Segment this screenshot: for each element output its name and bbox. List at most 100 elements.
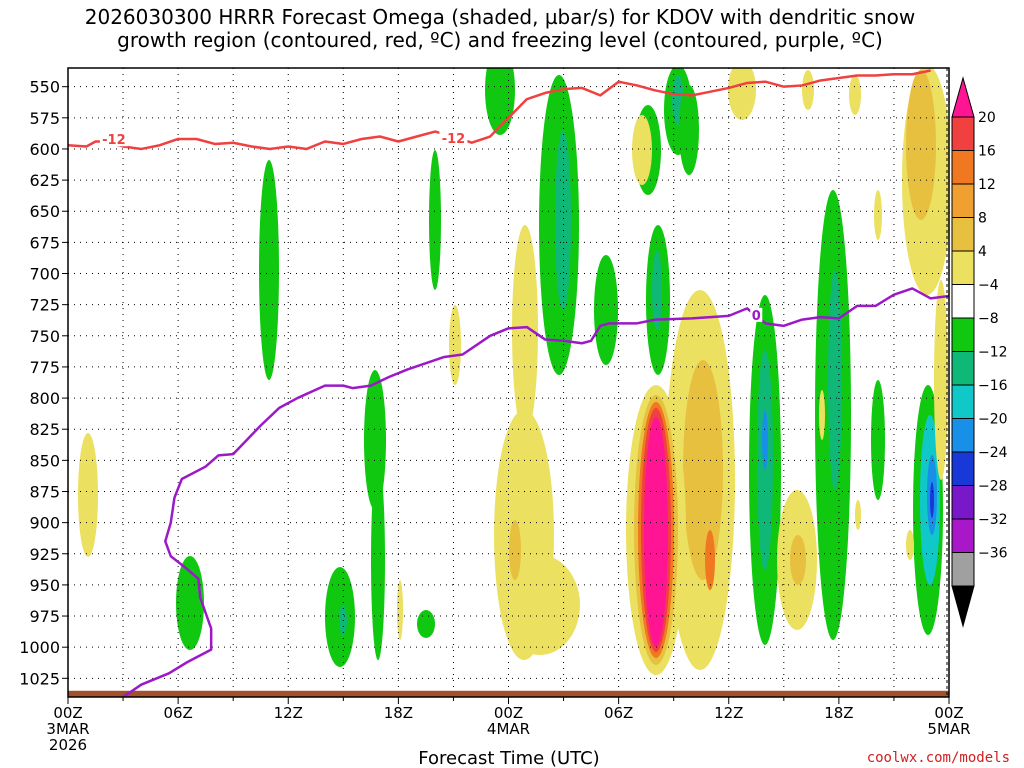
colorbar-label: −20 <box>978 412 1008 428</box>
omega-region <box>417 610 435 638</box>
omega-region <box>500 555 580 655</box>
omega-region <box>728 68 756 120</box>
colorbar <box>951 76 975 628</box>
x-tick-label: 5MAR <box>927 720 970 738</box>
omega-region <box>934 280 948 480</box>
x-tick-label: 00Z <box>934 704 963 722</box>
y-tick-label: 675 <box>29 233 60 252</box>
omega-region <box>449 305 461 385</box>
colorbar-label: 12 <box>978 177 996 193</box>
dendritic-contour-label: -12 <box>442 132 466 147</box>
omega-region <box>632 115 652 185</box>
y-tick-label: 950 <box>29 576 60 595</box>
omega-shading <box>78 68 949 675</box>
y-tick-label: 1000 <box>19 638 60 657</box>
omega-region <box>683 360 723 580</box>
colorbar-label: −32 <box>978 512 1008 528</box>
colorbar-segment <box>951 384 975 419</box>
colorbar-segment <box>951 351 975 386</box>
freezing-level-contour-line <box>122 287 949 697</box>
colorbar-segment <box>951 150 975 185</box>
colorbar-segment <box>951 217 975 252</box>
colorbar-label: −24 <box>978 445 1008 461</box>
x-tick-label: 06Z <box>604 704 633 722</box>
y-tick-label: 1025 <box>19 669 60 688</box>
y-tick-label: 725 <box>29 296 60 315</box>
omega-region <box>906 70 936 220</box>
omega-region <box>429 150 441 290</box>
colorbar-label: −28 <box>978 479 1008 495</box>
colorbar-segment <box>951 518 975 553</box>
colorbar-segment <box>951 418 975 453</box>
x-tick-label: 00Z <box>494 704 523 722</box>
x-tick-label: 2026 <box>49 736 87 754</box>
y-tick-label: 575 <box>29 109 60 128</box>
y-tick-label: 900 <box>29 514 60 533</box>
omega-region <box>594 255 618 365</box>
colorbar-label: −36 <box>978 546 1008 562</box>
omega-region <box>485 68 515 135</box>
y-tick-label: 700 <box>29 265 60 284</box>
y-tick-label: 600 <box>29 140 60 159</box>
x-tick-label: 12Z <box>274 704 303 722</box>
omega-region <box>679 85 699 175</box>
contour-label-bg <box>750 307 763 322</box>
omega-region <box>176 556 204 650</box>
omega-region <box>652 250 662 330</box>
colorbar-label: −4 <box>978 278 999 294</box>
omega-region <box>371 460 385 660</box>
omega-region <box>849 75 861 115</box>
colorbar-bottom-arrow <box>951 585 975 628</box>
omega-region <box>790 535 806 585</box>
terrain-fill <box>68 690 949 697</box>
x-tick-label: 18Z <box>824 704 853 722</box>
chart-title: 2026030300 HRRR Forecast Omega (shaded, … <box>0 6 1000 52</box>
dendritic-contour-label: -12 <box>102 133 126 148</box>
x-tick-label: 00Z <box>53 704 82 722</box>
omega-region <box>644 417 668 647</box>
colorbar-label: −16 <box>978 378 1008 394</box>
y-tick-label: 850 <box>29 451 60 470</box>
y-tick-label: 750 <box>29 327 60 346</box>
colorbar-label: 20 <box>978 110 996 126</box>
y-tick-label: 875 <box>29 482 60 501</box>
omega-region <box>871 380 885 500</box>
contour-label-bg <box>439 130 468 145</box>
colorbar-segment <box>951 250 975 285</box>
x-tick-label: 3MAR <box>46 720 89 738</box>
colorbar-top-arrow <box>951 76 975 118</box>
credit-link[interactable]: coolwx.com/models <box>867 750 1010 766</box>
omega-region <box>906 530 914 560</box>
colorbar-segment <box>951 317 975 352</box>
y-tick-label: 975 <box>29 607 60 626</box>
colorbar-label: 4 <box>978 244 987 260</box>
omega-region <box>762 410 768 470</box>
omega-region <box>705 530 715 590</box>
omega-region <box>802 70 814 110</box>
colorbar-label: −12 <box>978 345 1008 361</box>
colorbar-label: 8 <box>978 211 987 227</box>
x-tick-label: 06Z <box>163 704 192 722</box>
colorbar-segment <box>951 116 975 151</box>
omega-region <box>930 482 934 518</box>
colorbar-label: 16 <box>978 144 996 160</box>
omega-region <box>828 270 842 490</box>
omega-region <box>855 500 861 530</box>
omega-region <box>874 190 882 240</box>
colorbar-segment <box>951 451 975 486</box>
contour-label-bg <box>99 132 128 147</box>
omega-region <box>819 390 825 440</box>
x-tick-label: 4MAR <box>487 720 530 738</box>
y-tick-label: 625 <box>29 171 60 190</box>
x-tick-label: 18Z <box>384 704 413 722</box>
title-line-1: 2026030300 HRRR Forecast Omega (shaded, … <box>84 5 916 29</box>
title-line-2: growth region (contoured, red, ºC) and f… <box>117 28 883 52</box>
omega-region <box>78 433 98 557</box>
y-tick-label: 650 <box>29 202 60 221</box>
colorbar-segment <box>951 552 975 587</box>
omega-region <box>509 520 521 580</box>
colorbar-segment <box>951 485 975 520</box>
colorbar-segment <box>951 284 975 319</box>
dendritic-contour-line <box>68 69 931 151</box>
